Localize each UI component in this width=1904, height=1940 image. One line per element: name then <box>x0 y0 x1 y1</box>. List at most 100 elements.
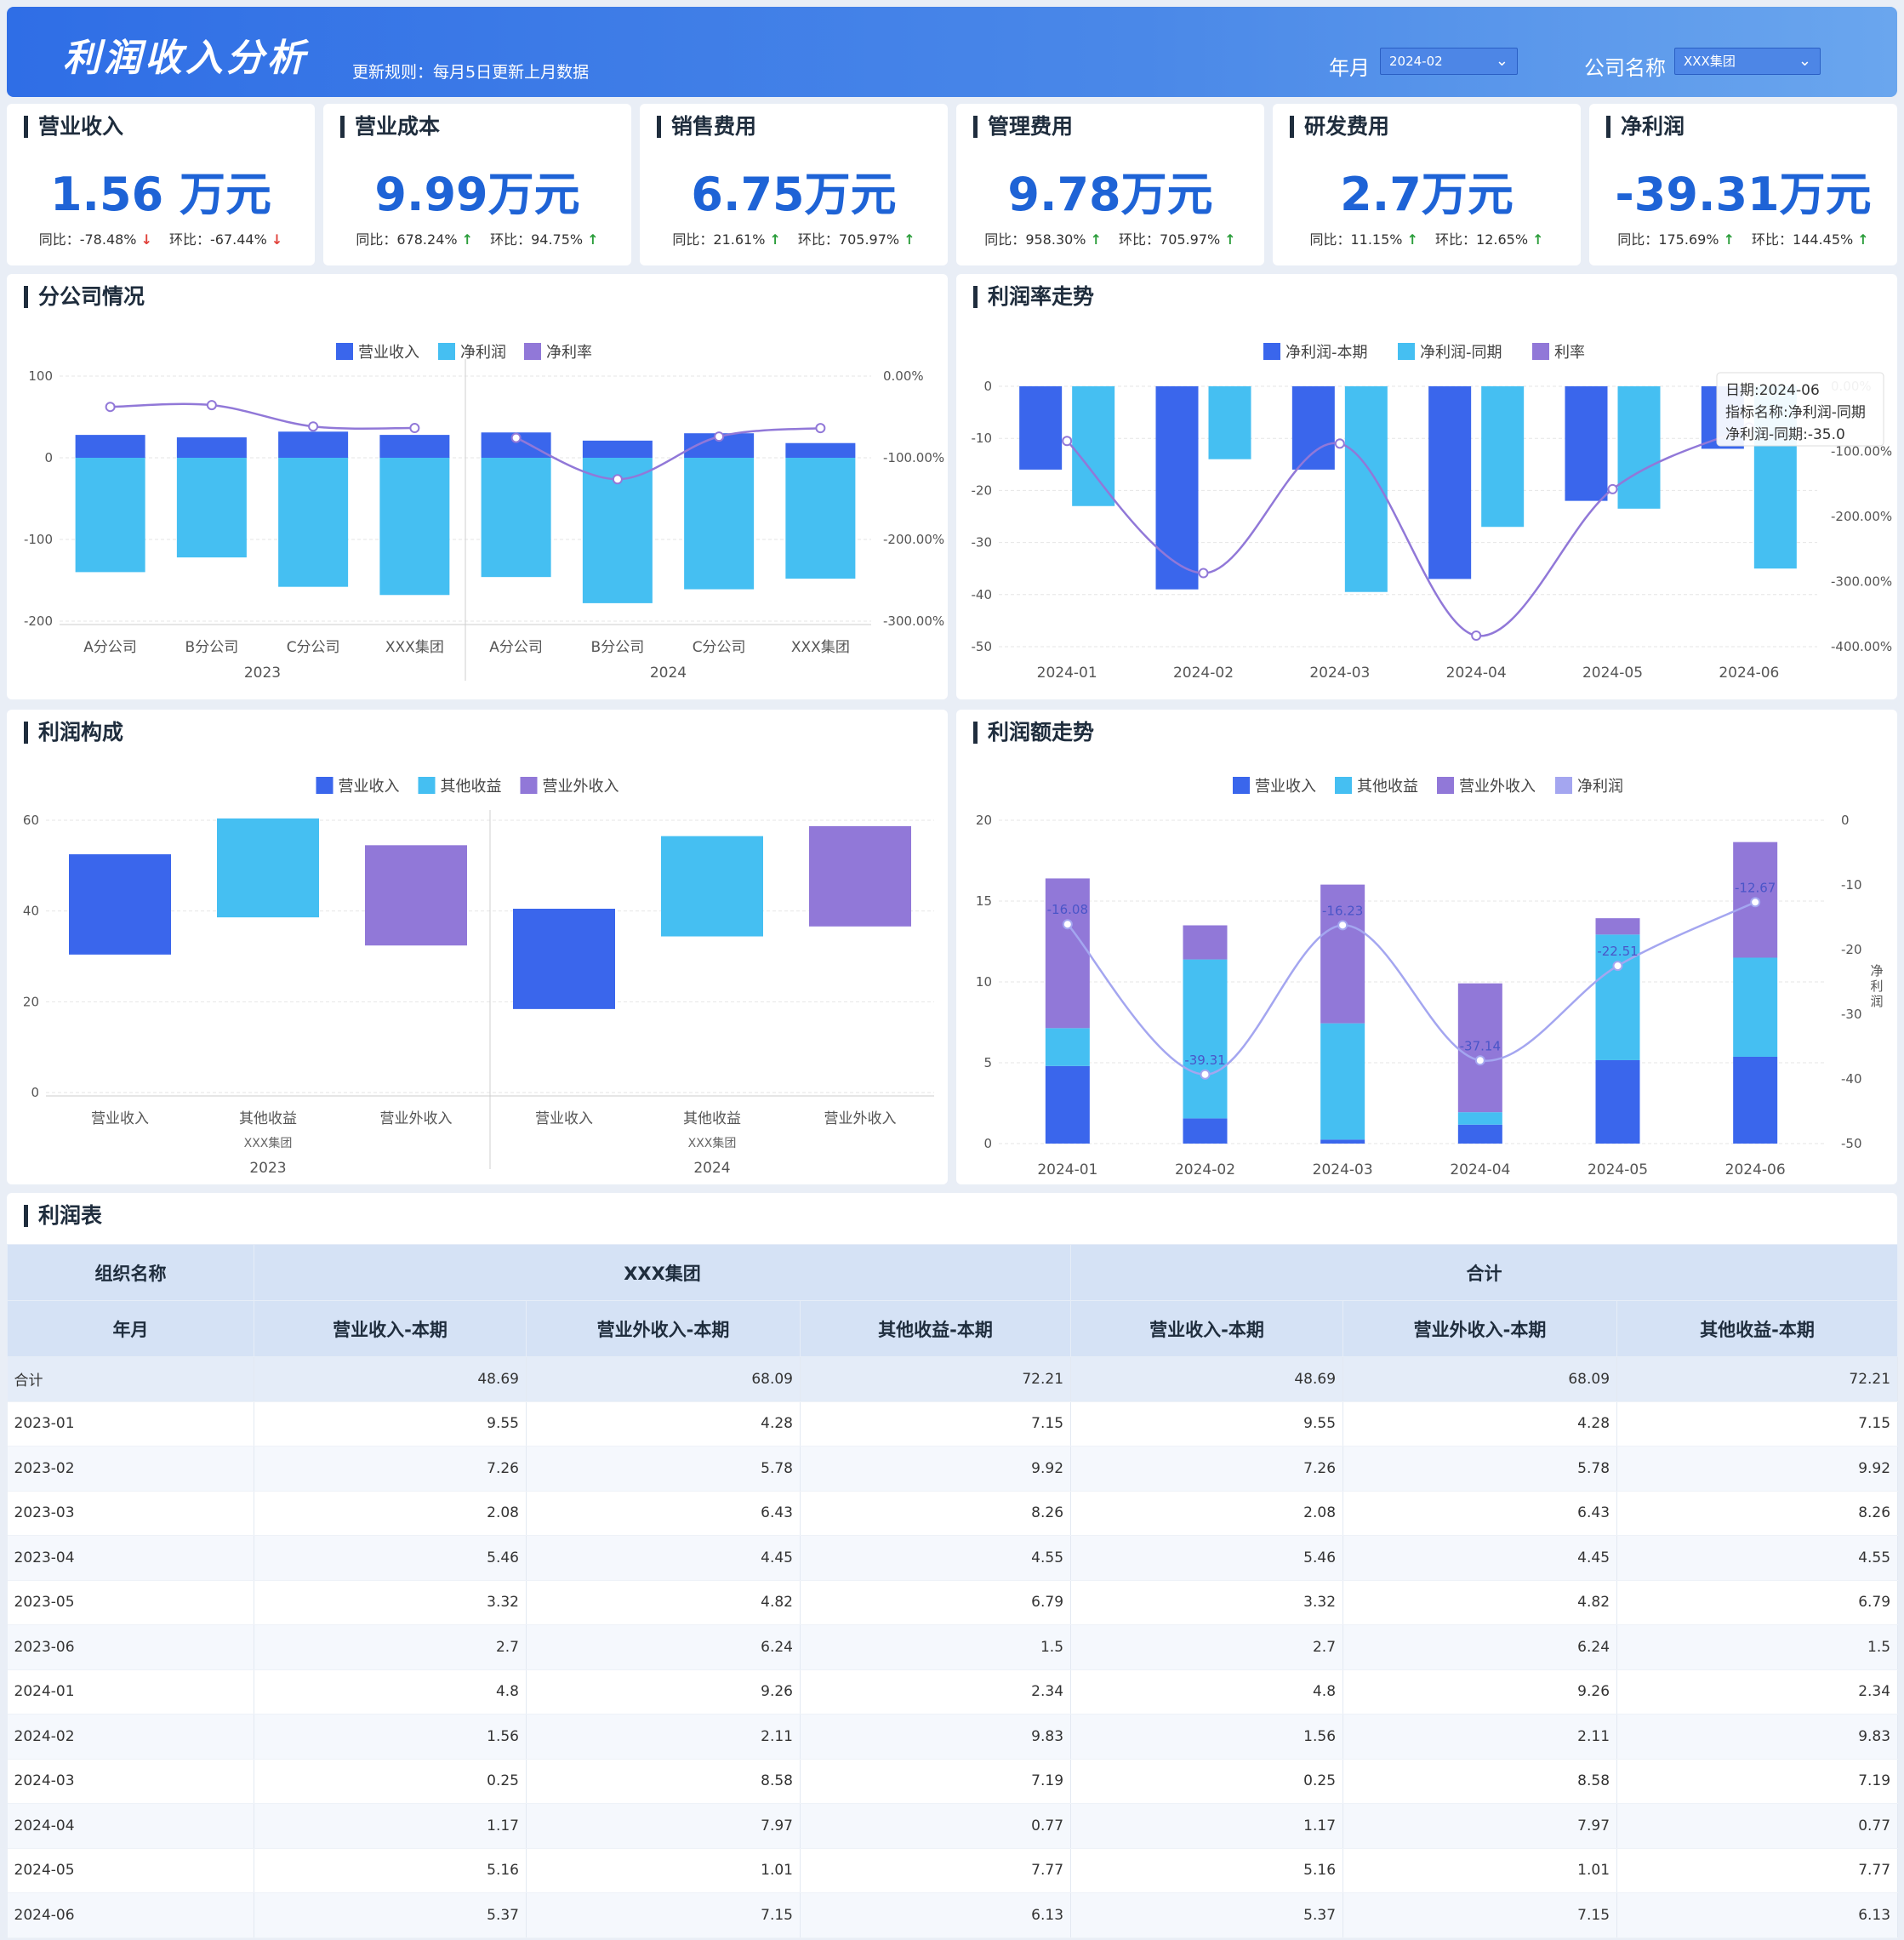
yoy-value: -78.48% <box>79 231 137 248</box>
x-tick-label: 2024-02 <box>1173 665 1234 682</box>
value-cell: 4.28 <box>526 1401 801 1446</box>
value-cell: 7.15 <box>1616 1401 1899 1446</box>
table-header-row: 组织名称 XXX集团 合计 <box>7 1244 1899 1301</box>
x-tick-label: 2024-05 <box>1582 665 1643 682</box>
value-cell: 4.45 <box>1342 1535 1618 1581</box>
column-header[interactable]: 其他收益-本期 <box>1616 1300 1899 1357</box>
value-cell: 0.25 <box>254 1759 527 1804</box>
month-select[interactable]: 2024-02 ⌄ <box>1380 48 1518 75</box>
bar-net-profit <box>785 458 856 579</box>
bar-revenue <box>582 440 653 458</box>
value-cell: 6.24 <box>1342 1624 1618 1670</box>
value-cell: 2.11 <box>1342 1714 1618 1760</box>
panel-title: 利润表 <box>24 1205 102 1227</box>
x-tick-label: 2024-01 <box>1037 1161 1097 1178</box>
column-header[interactable]: 其他收益-本期 <box>799 1300 1072 1357</box>
legend-swatch <box>1555 777 1572 794</box>
header-banner: 利润收入分析 更新规则：每月5日更新上月数据 年月 2024-02 ⌄ 公司名称… <box>7 7 1897 97</box>
table-row: 2023-05 3.32 4.82 6.79 3.32 4.82 6.79 <box>7 1580 1899 1625</box>
branch-panel: 分公司情况 营业收入 净利润 净利率 100 0 -100 -200 0.00% -100.00… <box>7 274 948 699</box>
table-row: 2024-02 1.56 2.11 9.83 1.56 2.11 9.83 <box>7 1714 1899 1760</box>
arrow-up-icon: ↑ <box>1857 231 1869 248</box>
value-cell: 0.25 <box>1070 1759 1344 1804</box>
value-cell: 2.7 <box>254 1624 527 1670</box>
y2-tick-label: -400.00% <box>1831 639 1892 654</box>
x-tick-label: 2024-01 <box>1037 665 1097 682</box>
y-tick-label: -100 <box>24 532 53 547</box>
tooltip-line: 日期:2024-06 <box>1725 382 1820 399</box>
y2-tick-label: -300.00% <box>883 613 944 629</box>
filter-company-label: 公司名称 <box>1584 56 1666 80</box>
value-cell: 68.09 <box>526 1356 801 1402</box>
arrow-down-icon: ↓ <box>271 231 283 248</box>
table-row: 2024-04 1.17 7.97 0.77 1.17 7.97 0.77 <box>7 1803 1899 1849</box>
table-row: 2024-06 5.37 7.15 6.13 5.37 7.15 6.13 <box>7 1892 1899 1938</box>
value-cell: 9.92 <box>800 1446 1072 1492</box>
legend-label: 利率 <box>1554 344 1585 362</box>
data-label: -16.08 <box>1047 902 1088 917</box>
net-margin-point <box>409 423 420 434</box>
yoy-value: 678.24% <box>396 231 458 248</box>
column-header[interactable]: 营业外收入-本期 <box>526 1300 801 1357</box>
y2-tick-label: -20 <box>1841 942 1862 957</box>
y2-tick-label: -100.00% <box>1831 444 1892 459</box>
value-cell: 7.77 <box>1616 1848 1899 1893</box>
header-group: XXX集团 <box>253 1244 1072 1301</box>
legend-swatch <box>1532 343 1549 360</box>
value-cell: 7.19 <box>1616 1759 1899 1804</box>
company-select[interactable]: XXX集团 ⌄ <box>1674 48 1821 75</box>
value-cell: 2.7 <box>1070 1624 1344 1670</box>
kpi-label: 净利润 <box>1606 116 1685 138</box>
legend-label: 净利润-同期 <box>1420 344 1502 362</box>
x-tick-label: 2024-03 <box>1313 1161 1373 1178</box>
data-label: -22.51 <box>1597 944 1638 959</box>
arrow-up-icon: ↑ <box>1090 231 1102 248</box>
x-tick-label: XXX集团 <box>791 639 850 656</box>
value-cell: 7.26 <box>1070 1446 1344 1492</box>
mom-value: 94.75% <box>531 231 584 248</box>
column-header[interactable]: 营业外收入-本期 <box>1342 1300 1618 1357</box>
bar-net-profit <box>75 458 145 573</box>
value-cell: 6.43 <box>526 1491 801 1536</box>
yoy-label: 同比： <box>984 231 1026 248</box>
bar-net-profit <box>684 458 755 590</box>
panel-title: 利润率走势 <box>973 286 1094 308</box>
value-cell: 5.46 <box>254 1535 527 1581</box>
legend-swatch <box>520 777 538 794</box>
y-tick-label: 5 <box>983 1055 992 1070</box>
data-label: -16.23 <box>1322 903 1363 918</box>
stacked-bar-segment <box>1595 1059 1640 1144</box>
y-tick-label: 0 <box>983 379 992 394</box>
yoy-group: 同比：21.61% ↑ <box>672 231 781 248</box>
month-cell: 2023-02 <box>7 1446 254 1492</box>
header-org: 组织名称 <box>7 1244 254 1301</box>
column-header[interactable]: 营业收入-本期 <box>254 1300 527 1357</box>
legend-label: 净利润 <box>1577 778 1623 796</box>
kpi-compare: 同比：175.69% ↑ 环比：144.45% ↑ <box>1589 228 1897 248</box>
value-cell: 9.26 <box>526 1669 801 1715</box>
value-cell: 4.55 <box>800 1535 1072 1581</box>
bar-current <box>1291 386 1335 470</box>
kpi-label: 管理费用 <box>973 116 1073 138</box>
x-tick-label: A分公司 <box>83 639 137 656</box>
x-group-label: 2023 <box>244 665 281 682</box>
mom-group: 环比：705.97% ↑ <box>798 231 915 248</box>
legend-label: 净利率 <box>546 344 592 362</box>
stacked-bar-segment <box>1457 1124 1502 1144</box>
value-cell: 1.01 <box>526 1848 801 1893</box>
y2-tick-label: -300.00% <box>1831 574 1892 590</box>
month-select-value: 2024-02 <box>1389 54 1443 69</box>
y2-axis-label: 利 <box>1870 979 1883 994</box>
value-cell: 2.08 <box>1070 1491 1344 1536</box>
value-cell: 6.13 <box>800 1892 1072 1938</box>
bar-component <box>365 845 467 946</box>
table-row: 2024-03 0.25 8.58 7.19 0.25 8.58 7.19 <box>7 1759 1899 1804</box>
kpi-label: 研发费用 <box>1290 116 1389 138</box>
yoy-label: 同比： <box>356 231 397 248</box>
mom-group: 环比：94.75% ↑ <box>490 231 599 248</box>
legend-swatch <box>1233 777 1250 794</box>
mom-label: 环比： <box>490 231 532 248</box>
value-cell: 8.26 <box>1616 1491 1899 1536</box>
column-header[interactable]: 营业收入-本期 <box>1070 1300 1344 1357</box>
y-tick-label: 0 <box>44 450 53 465</box>
